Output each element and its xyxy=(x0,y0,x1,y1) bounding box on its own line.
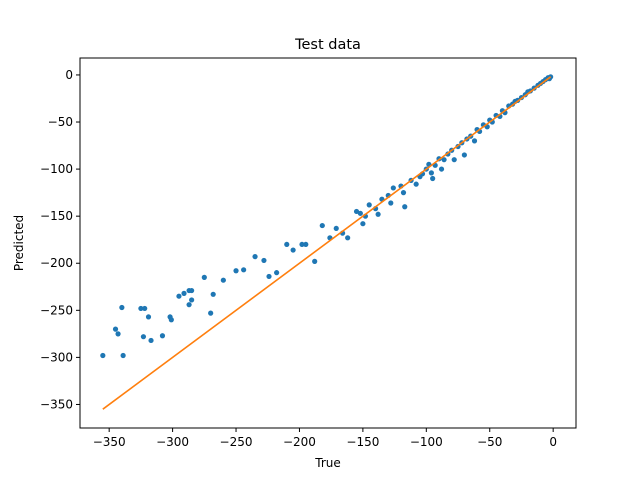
y-axis-title: Predicted xyxy=(12,215,26,271)
scatter-point xyxy=(189,287,195,294)
scatter-point xyxy=(145,314,152,320)
scatter-point xyxy=(388,200,394,206)
scatter-point xyxy=(112,326,119,332)
x-tick-label: −250 xyxy=(220,435,253,449)
scatter-point xyxy=(333,225,339,232)
x-axis-title: True xyxy=(314,456,341,470)
scatter-point xyxy=(451,157,457,163)
x-tick-label: −300 xyxy=(156,435,189,449)
x-tick-label: −350 xyxy=(93,435,126,449)
y-tick-label: 0 xyxy=(65,68,73,82)
y-tick-label: −200 xyxy=(40,256,73,270)
y-tick-label: −300 xyxy=(40,350,73,364)
y-tick-label: −250 xyxy=(40,303,73,317)
scatter-point xyxy=(176,293,182,299)
scatter-point xyxy=(115,331,121,337)
scatter-point xyxy=(357,210,363,216)
y-tick-label: −100 xyxy=(40,162,73,176)
plot-area xyxy=(100,74,554,410)
x-tick-label: −200 xyxy=(283,435,316,449)
scatter-point xyxy=(159,333,166,339)
scatter-point xyxy=(438,166,445,172)
scatter-point xyxy=(100,352,106,359)
scatter-point xyxy=(312,258,318,264)
reference-line xyxy=(102,76,552,410)
scatter-point xyxy=(208,310,214,316)
scatter-point xyxy=(119,304,125,311)
scatter-point xyxy=(319,222,325,229)
scatter-point xyxy=(168,317,174,323)
scatter-point xyxy=(233,268,239,274)
scatter-point xyxy=(299,241,305,248)
axis-ticks: −350 −300 −250 −200 −150 −100 −50 0 −350 −300 −250… xyxy=(40,68,557,449)
scatter-point xyxy=(181,290,187,296)
scatter-point xyxy=(140,334,147,340)
scatter-point xyxy=(266,273,272,280)
scatter-point xyxy=(290,247,296,253)
scatter-point xyxy=(345,235,351,241)
x-tick-label: −50 xyxy=(477,435,502,449)
scatter-point xyxy=(400,190,407,196)
scatter-point xyxy=(261,257,267,264)
scatter-point xyxy=(402,204,408,210)
scatter-point xyxy=(252,254,258,260)
scatter-point xyxy=(375,211,381,217)
scatter-point xyxy=(241,267,247,273)
scatter-point xyxy=(430,175,436,182)
scatter-point xyxy=(148,337,154,344)
scatter-point xyxy=(461,152,467,158)
scatter-point xyxy=(220,277,226,283)
scatter-point xyxy=(201,274,207,280)
scatter-point xyxy=(210,291,216,297)
y-tick-label: −350 xyxy=(40,397,73,411)
scatter-point xyxy=(471,138,478,144)
scatter-point xyxy=(274,270,280,276)
x-tick-label: −100 xyxy=(410,435,443,449)
chart-title: Test data xyxy=(294,37,361,53)
scatter-point xyxy=(441,157,447,163)
scatter-point xyxy=(138,305,144,312)
scatter-point xyxy=(360,221,366,227)
scatter-point xyxy=(413,181,419,187)
scatter-point xyxy=(390,185,396,191)
x-tick-label: 0 xyxy=(549,435,557,449)
scatter-point xyxy=(303,241,309,248)
y-tick-label: −50 xyxy=(48,115,73,129)
scatter-point xyxy=(428,170,434,176)
x-tick-label: −150 xyxy=(346,435,379,449)
scatter-point xyxy=(120,352,126,359)
scatter-point xyxy=(142,305,148,312)
scatter-point xyxy=(186,302,192,308)
scatter-point xyxy=(189,297,195,303)
plot-frame xyxy=(79,57,577,429)
scatter-point xyxy=(284,241,290,248)
scatter-point xyxy=(366,202,372,208)
y-tick-label: −150 xyxy=(40,209,73,223)
